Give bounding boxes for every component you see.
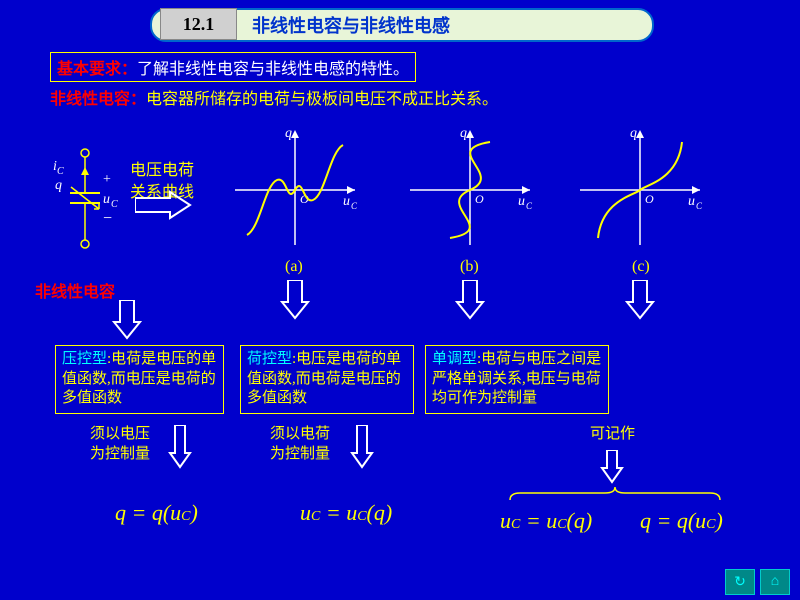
svg-text:u: u	[518, 194, 525, 209]
ctrl-c: 可记作	[590, 425, 635, 445]
brace-icon	[505, 485, 725, 505]
graph-c: q O u C	[570, 125, 710, 255]
requirement-text: 了解非线性电容与非线性电感的特性。	[137, 61, 409, 78]
down-arrow-icon	[350, 425, 374, 470]
svg-text:C: C	[57, 166, 64, 177]
svg-text:u: u	[688, 194, 695, 209]
down-arrow-icon	[600, 450, 624, 485]
section-number: 12.1	[160, 8, 237, 40]
eq-a: q = q(uC)	[115, 500, 198, 526]
graph-a: q O u C	[225, 125, 365, 255]
svg-text:q: q	[630, 126, 637, 141]
eq-c1: uC = uC(q)	[500, 508, 592, 534]
refresh-button[interactable]: ↻	[725, 569, 755, 595]
section-title: 非线性电容与非线性电感	[252, 12, 450, 38]
svg-text:+: +	[103, 172, 111, 187]
nonlinear-cap-def: 非线性电容：电容器所储存的电荷与极板间电压不成正比关系。	[50, 85, 498, 109]
svg-text:q: q	[285, 126, 292, 141]
svg-text:q: q	[55, 178, 62, 193]
requirement-label: 基本要求：	[57, 61, 137, 78]
graph-b: q O u C	[400, 125, 540, 255]
eq-b: uC = uC(q)	[300, 500, 392, 526]
svg-text:u: u	[343, 194, 350, 209]
home-button[interactable]: ⌂	[760, 569, 790, 595]
circuit-caption: 非线性电容	[35, 278, 115, 302]
nlcap-label: 非线性电容：	[50, 91, 146, 108]
title-bar: 12.1 非线性电容与非线性电感	[150, 8, 654, 42]
ctrl-b: 须以电荷为控制量	[270, 425, 330, 464]
type-b-box: 荷控型:电压是电荷的单值函数,而电荷是电压的多值函数	[240, 345, 414, 414]
svg-text:u: u	[103, 192, 110, 207]
svg-text:C: C	[351, 201, 358, 211]
down-arrow-icon	[455, 280, 485, 320]
svg-text:C: C	[111, 199, 118, 210]
type-a-box: 压控型:电荷是电压的单值函数,而电压是电荷的多值函数	[55, 345, 224, 414]
svg-text:C: C	[526, 201, 533, 211]
svg-text:q: q	[460, 126, 467, 141]
down-arrow-icon	[625, 280, 655, 320]
ctrl-a: 须以电压为控制量	[90, 425, 150, 464]
circuit-diagram: i C q + u C −	[45, 145, 125, 265]
graph-a-label: (a)	[285, 258, 303, 276]
eq-c2: q = q(uC)	[640, 508, 723, 534]
requirement-box: 基本要求：了解非线性电容与非线性电感的特性。	[50, 52, 416, 82]
down-arrow-icon	[280, 280, 310, 320]
graph-c-label: (c)	[632, 258, 650, 276]
svg-text:C: C	[696, 201, 703, 211]
type-c-box: 单调型:电荷与电压之间是严格单调关系,电压与电荷均可作为控制量	[425, 345, 609, 414]
svg-text:−: −	[103, 210, 112, 227]
svg-text:O: O	[645, 192, 654, 206]
right-arrow-icon	[135, 190, 195, 220]
nlcap-text: 电容器所储存的电荷与极板间电压不成正比关系。	[146, 91, 498, 108]
svg-text:O: O	[475, 192, 484, 206]
down-arrow-icon	[168, 425, 192, 470]
down-arrow-icon	[112, 300, 142, 340]
graph-b-label: (b)	[460, 258, 479, 276]
